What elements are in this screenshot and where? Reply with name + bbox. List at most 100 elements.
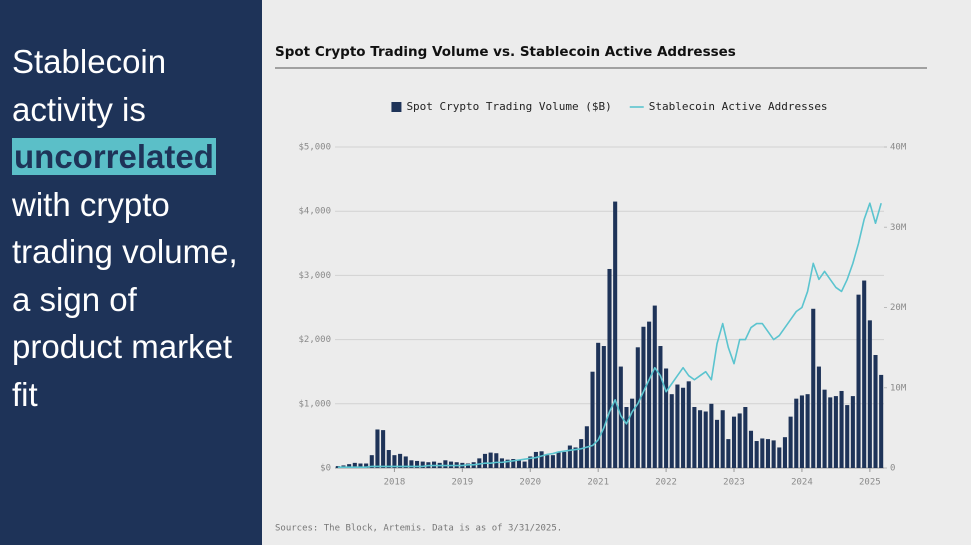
headline-panel: Stablecoin activity is uncorrelated with… xyxy=(0,0,262,545)
bar xyxy=(879,374,884,468)
bar xyxy=(777,447,782,468)
headline: Stablecoin activity is uncorrelated with… xyxy=(12,38,252,418)
bar xyxy=(482,453,488,468)
x-tick-label: 2018 xyxy=(384,478,406,488)
bar xyxy=(522,461,527,468)
bar xyxy=(703,411,708,468)
bar xyxy=(692,407,697,468)
bar xyxy=(726,439,731,468)
bar xyxy=(720,410,725,468)
bar xyxy=(686,381,691,468)
bar xyxy=(630,398,635,468)
x-tick-label: 2022 xyxy=(655,478,677,488)
bar xyxy=(415,460,420,468)
bar xyxy=(347,464,352,468)
x-tick-label: 2021 xyxy=(587,478,609,488)
bar xyxy=(635,347,640,468)
bar xyxy=(511,459,516,468)
x-tick-label: 2025 xyxy=(859,478,881,488)
bar xyxy=(386,450,391,468)
bar xyxy=(754,441,759,468)
bar xyxy=(737,413,742,468)
bar xyxy=(381,430,386,468)
x-tick-label: 2019 xyxy=(452,478,474,488)
bar xyxy=(862,280,867,468)
headline-text: Stablecoin activity is xyxy=(12,43,167,128)
bar xyxy=(516,460,521,468)
bar xyxy=(867,320,872,468)
bar xyxy=(652,305,657,468)
bar xyxy=(392,455,397,468)
bar xyxy=(398,453,403,468)
bar xyxy=(601,346,606,468)
bar xyxy=(822,389,827,468)
bar xyxy=(805,394,810,468)
bar xyxy=(782,437,787,468)
bar xyxy=(448,461,454,468)
bar xyxy=(658,346,663,468)
x-tick-label: 2024 xyxy=(791,478,813,488)
y-tick-label: $4,000 xyxy=(298,207,331,217)
bar xyxy=(765,439,771,468)
bar xyxy=(788,416,793,468)
y2-tick-label: 40M xyxy=(890,143,907,153)
bar xyxy=(714,419,720,468)
bar xyxy=(624,407,629,468)
legend-swatch xyxy=(391,102,402,112)
bar xyxy=(771,440,776,468)
bar xyxy=(432,461,437,468)
bar xyxy=(420,461,425,468)
bar xyxy=(743,407,748,468)
bar xyxy=(760,438,765,468)
bar xyxy=(675,384,680,468)
bar xyxy=(816,366,821,468)
y-tick-label: $5,000 xyxy=(298,143,331,153)
bar xyxy=(556,451,561,468)
bar xyxy=(794,398,799,468)
bar xyxy=(811,308,816,468)
line xyxy=(337,202,882,468)
bar xyxy=(873,355,878,468)
bar xyxy=(494,453,499,468)
bar xyxy=(833,396,838,468)
y2-tick-label: 0 xyxy=(890,464,895,474)
bar xyxy=(590,371,595,468)
y2-tick-label: 20M xyxy=(890,303,907,313)
bar xyxy=(647,321,652,468)
y-tick-label: $2,000 xyxy=(298,335,331,345)
legend-label: Stablecoin Active Addresses xyxy=(649,100,828,113)
bar xyxy=(799,395,804,468)
bar xyxy=(499,458,505,468)
bar xyxy=(562,451,567,468)
bar xyxy=(618,366,623,468)
bar xyxy=(596,342,601,468)
legend-label: Spot Crypto Trading Volume ($B) xyxy=(406,100,611,113)
bar xyxy=(748,430,754,468)
bar xyxy=(550,455,555,468)
bar xyxy=(443,460,448,468)
bar xyxy=(698,410,703,468)
bar xyxy=(579,439,584,468)
bar xyxy=(681,387,686,468)
bar xyxy=(845,405,850,468)
bar xyxy=(403,456,408,468)
headline-text: with crypto trading volume, a sign of pr… xyxy=(12,185,238,413)
bar xyxy=(850,396,855,468)
bar xyxy=(364,463,369,468)
y2-tick-label: 10M xyxy=(890,383,907,393)
bar xyxy=(539,451,544,468)
bar xyxy=(409,460,414,468)
bar xyxy=(856,294,861,468)
y-tick-label: $0 xyxy=(320,464,331,474)
bar xyxy=(375,429,380,468)
x-tick-label: 2023 xyxy=(723,478,745,488)
bar xyxy=(358,463,363,468)
x-tick-label: 2020 xyxy=(519,478,541,488)
bar xyxy=(839,390,844,468)
bar xyxy=(528,456,533,468)
bar xyxy=(567,445,572,468)
bar xyxy=(369,455,374,468)
bar xyxy=(709,403,714,468)
